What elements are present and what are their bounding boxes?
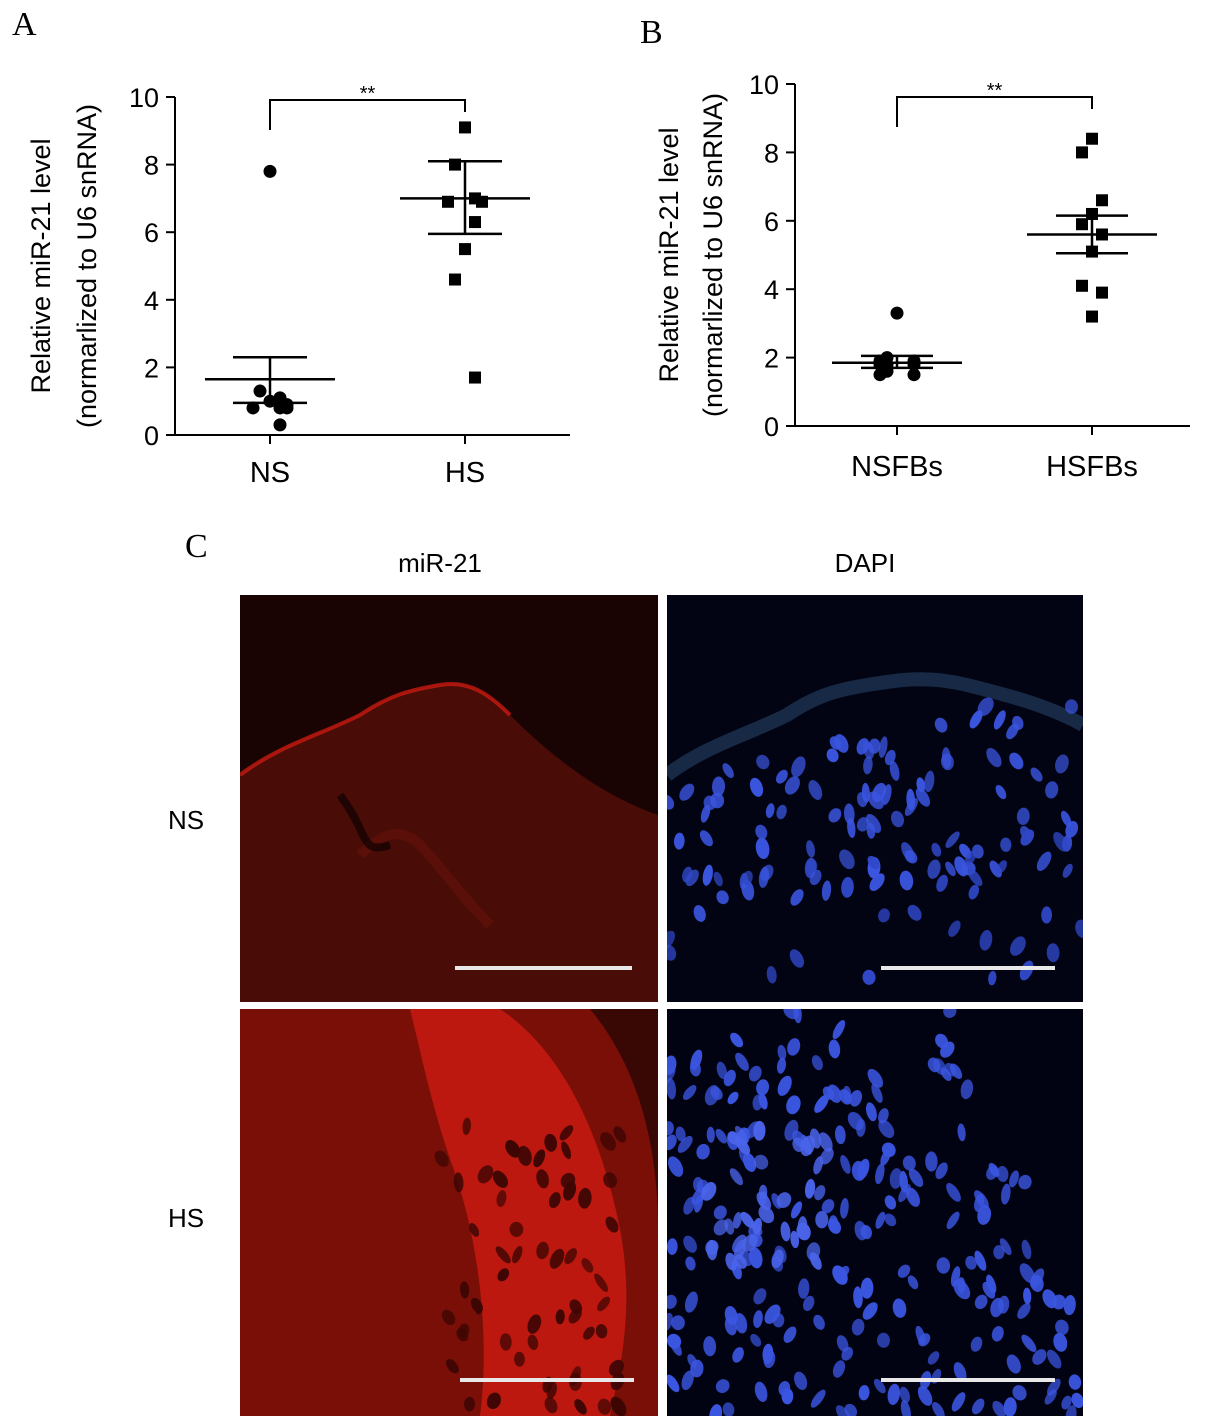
column-label-dapi: DAPI	[834, 548, 896, 578]
chart-b: 0 2 4 6 8 10 NSFBs HSFBs Relative miR-21 level (n…	[654, 70, 1190, 483]
significance-bracket	[269, 99, 466, 130]
row-label-hs: HS	[168, 1203, 205, 1233]
row-label-ns: NS	[168, 805, 205, 835]
y-tick-label: 8	[764, 138, 779, 168]
data-point	[1086, 207, 1098, 220]
y-tick-label: 2	[144, 353, 159, 383]
data-point	[1086, 310, 1098, 323]
data-point	[1086, 132, 1098, 145]
x-tick-label-hs: HS	[445, 457, 485, 489]
y-tick-label: 6	[764, 207, 779, 237]
chart-a: 0 2 4 6 8 10 NS HS Relative miR-21 level (normarl…	[26, 83, 570, 489]
data-point	[273, 418, 287, 432]
panel-label-b: B	[640, 14, 663, 51]
x-tick-label-hsfbs: HSFBs	[1046, 451, 1138, 483]
y-tick-label: 10	[129, 83, 159, 113]
data-point	[907, 368, 921, 382]
data-point	[890, 306, 904, 320]
data-point	[263, 164, 277, 178]
y-axis-sublabel: (normarlized to U6 snRNA)	[72, 104, 102, 428]
x-tick-label-nsfbs: NSFBs	[851, 451, 943, 483]
y-tick-label: 8	[144, 151, 159, 181]
significance-bracket	[896, 96, 1093, 127]
data-point	[459, 121, 471, 134]
micrograph-hs-mir21	[240, 1009, 658, 1416]
y-tick-label: 4	[144, 286, 159, 316]
data-point	[1076, 218, 1088, 231]
y-tick-label: 0	[764, 412, 779, 442]
data-point	[1076, 146, 1088, 159]
data-point	[1076, 279, 1088, 292]
y-tick-label: 0	[144, 421, 159, 451]
panel-label-c: C	[185, 528, 208, 565]
data-point	[280, 401, 294, 415]
data-point	[873, 368, 887, 382]
y-tick-label: 6	[144, 218, 159, 248]
data-point	[253, 384, 267, 398]
y-tick-label: 2	[764, 344, 779, 374]
data-point	[469, 216, 481, 229]
panel-label-a: A	[12, 6, 37, 43]
y-axis-label: Relative miR-21 level	[26, 138, 56, 393]
x-tick-label-ns: NS	[250, 457, 290, 489]
data-point	[246, 401, 260, 415]
significance-label: **	[987, 80, 1003, 102]
charts-canvas: 0 2 4 6 8 10 NS HS Relative miR-21 level (normarl…	[26, 70, 1190, 489]
y-axis-label: Relative miR-21 level	[654, 127, 684, 382]
data-point	[469, 371, 481, 384]
significance-label: **	[360, 83, 376, 105]
data-point	[1096, 286, 1108, 299]
data-point	[459, 243, 471, 256]
y-axis-sublabel: (normarlized to U6 snRNA)	[698, 93, 728, 417]
y-tick-label: 4	[764, 275, 779, 305]
data-point	[1096, 194, 1108, 207]
micrograph-ns-dapi	[667, 595, 1083, 1002]
column-label-mir21: miR-21	[398, 548, 482, 578]
micrograph-hs-dapi	[667, 1009, 1083, 1416]
micrograph-ns-mir21	[240, 595, 658, 1002]
data-point	[449, 273, 461, 286]
y-tick-label: 10	[749, 70, 779, 100]
